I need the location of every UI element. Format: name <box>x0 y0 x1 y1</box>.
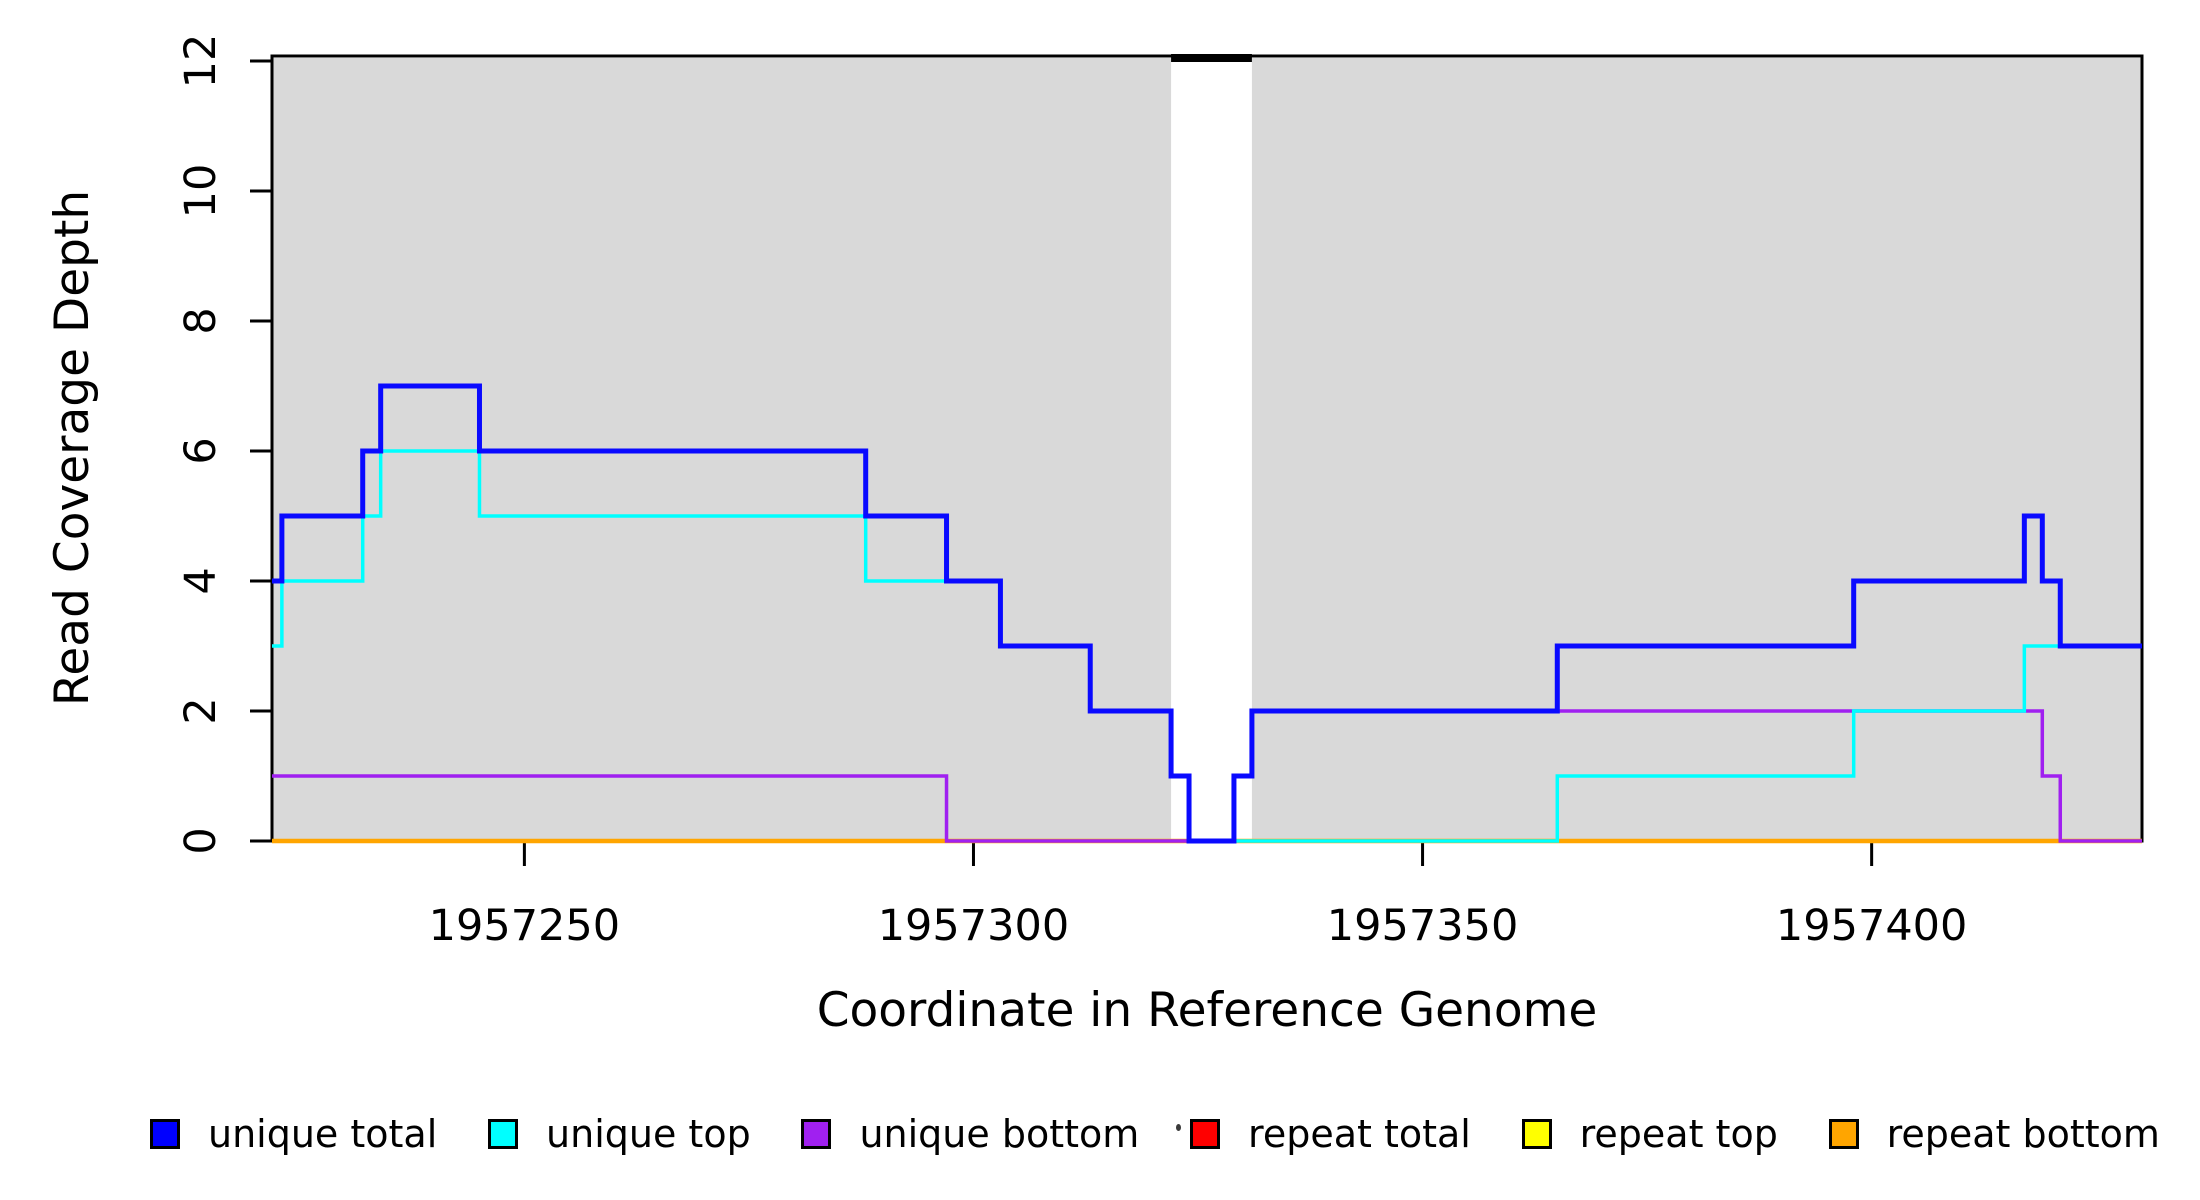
x-tick-label: 1957350 <box>1327 901 1519 951</box>
legend-swatch-unique-total-icon <box>150 1119 180 1149</box>
x-tick-label: 1957400 <box>1776 901 1968 951</box>
legend-label: repeat bottom <box>1886 1112 2160 1156</box>
y-axis-title: Read Coverage Depth <box>45 190 100 706</box>
x-axis-title: Coordinate in Reference Genome <box>817 983 1598 1038</box>
coverage-plot: 1957250 1957300 1957350 1957400 0 2 4 6 8 10 12 Co… <box>45 34 2144 1038</box>
x-tick-label: 1957250 <box>429 901 621 951</box>
stray-dot-artifact <box>1176 1124 1181 1131</box>
y-tick-label: 6 <box>176 437 226 464</box>
y-tick-label: 0 <box>176 827 226 854</box>
y-tick-label: 12 <box>176 34 226 89</box>
legend-item-repeat-top: repeat top <box>1521 1112 1778 1156</box>
legend-swatch-repeat-total-icon <box>1190 1119 1221 1149</box>
y-tick-label: 2 <box>176 697 226 724</box>
legend-item-unique-total: unique total <box>150 1115 437 1153</box>
legend: unique total unique top unique bottom repea… <box>150 1103 2160 1165</box>
x-tick-label: 1957300 <box>878 901 1070 951</box>
legend-item-unique-bottom: unique bottom <box>801 1115 1139 1153</box>
legend-swatch-unique-bottom-icon <box>801 1119 832 1149</box>
y-tick-label: 8 <box>176 307 226 334</box>
plot-area: 1957250 1957300 1957350 1957400 0 2 4 6 8 10 12 <box>176 34 2144 951</box>
series-unique-total <box>272 383 2142 844</box>
legend-item-repeat-total: repeat total <box>1190 1115 1471 1153</box>
legend-swatch-repeat-bottom-icon <box>1828 1119 1859 1149</box>
legend-label: repeat total <box>1248 1112 1471 1156</box>
legend-swatch-repeat-top-icon <box>1521 1119 1552 1149</box>
legend-label: unique total <box>208 1112 438 1156</box>
y-tick-label: 10 <box>176 164 226 219</box>
legend-item-unique-top: unique top <box>488 1115 751 1153</box>
legend-item-repeat-bottom: repeat bottom <box>1828 1112 2160 1156</box>
legend-swatch-unique-top-icon <box>488 1119 519 1149</box>
y-tick-label: 4 <box>176 567 226 594</box>
legend-label: unique bottom <box>859 1112 1140 1156</box>
shaded-region <box>1251 58 2142 841</box>
legend-label: unique top <box>546 1112 751 1156</box>
legend-label: repeat top <box>1579 1112 1778 1156</box>
